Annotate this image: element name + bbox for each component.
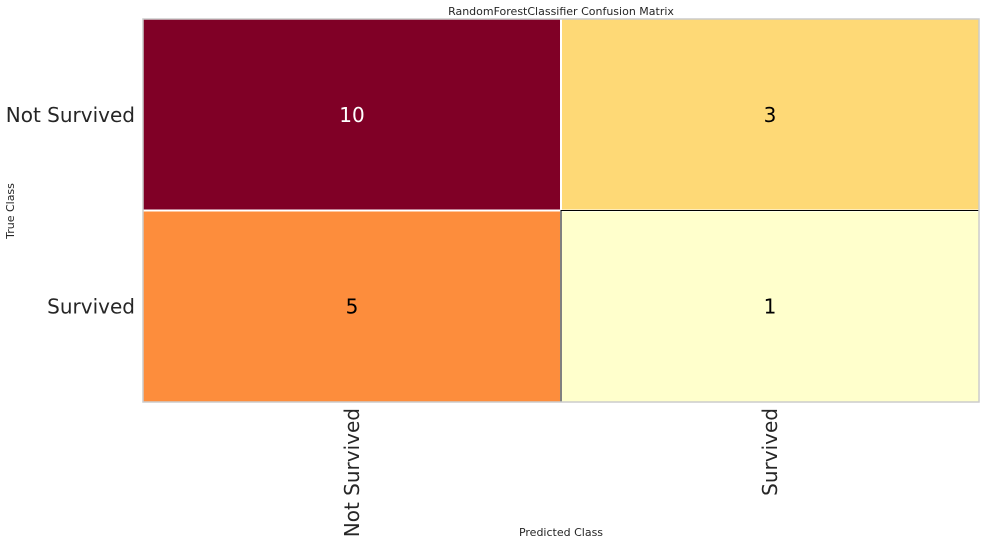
- y-tick-labels: Not Survived Survived: [6, 103, 135, 319]
- x-axis-label: Predicted Class: [519, 526, 603, 539]
- x-tick-not-survived: Not Survived: [340, 408, 364, 537]
- plot-frame: [142, 18, 980, 403]
- y-axis-label: True Class: [4, 183, 17, 240]
- chart-title: RandomForestClassifier Confusion Matrix: [448, 5, 674, 18]
- x-tick-labels: Not Survived Survived: [340, 408, 782, 537]
- cell-value-survived-not-survived: 5: [346, 294, 359, 318]
- y-tick-not-survived: Not Survived: [6, 103, 135, 127]
- cell-survived-survived: [561, 210, 979, 402]
- matrix-cells: 10 3 5 1: [142, 18, 980, 403]
- cell-not-survived-survived: [561, 19, 979, 211]
- cell-not-survived-not-survived: [143, 19, 561, 211]
- y-tick-survived: Survived: [47, 294, 135, 318]
- cell-value-not-survived-survived: 3: [764, 103, 777, 127]
- cell-survived-not-survived: [143, 210, 561, 402]
- cell-value-survived-survived: 1: [764, 294, 777, 318]
- x-tick-survived: Survived: [758, 408, 782, 496]
- cell-value-not-survived-not-survived: 10: [339, 103, 364, 127]
